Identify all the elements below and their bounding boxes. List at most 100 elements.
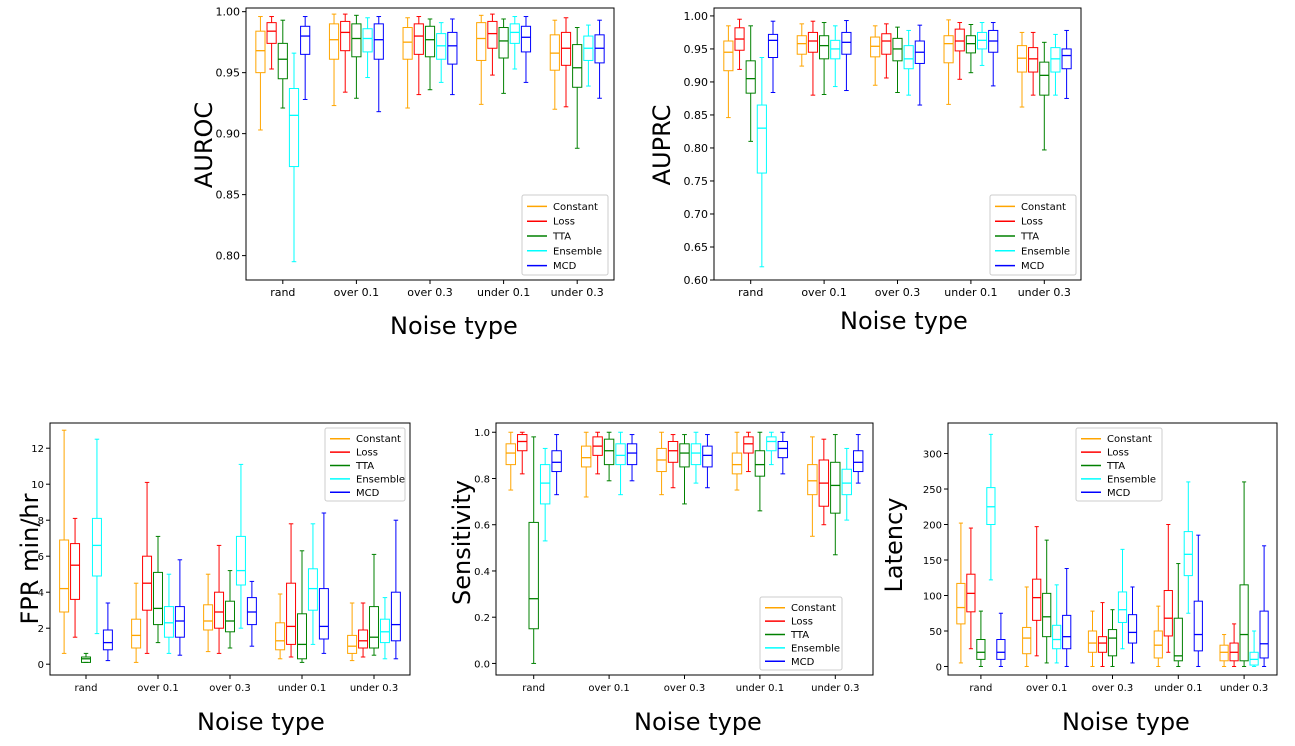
fpr-box-tta-rand (81, 652, 91, 663)
fpr-iqr-box (358, 629, 369, 649)
auprc-box-tta-under-0-3 (1039, 41, 1050, 151)
auprc-chart: 0.60 0.65 0.70 0.75 0.80 0.85 0.90 0.95 1.00 rand… (684, 7, 1082, 299)
sensitivity-box-mcd-under-0-3 (853, 434, 864, 484)
auroc-legend-label-tta: TTA (552, 232, 571, 243)
fpr-box-constant-over-0-1 (131, 582, 142, 663)
auroc-box-tta-under-0-1 (498, 18, 509, 94)
auroc-box-mcd-over-0-3 (447, 18, 458, 96)
latency-x-tick-label-rand: rand (969, 683, 992, 694)
auroc-box-ensemble-over-0-3 (436, 22, 447, 83)
auroc-legend-label-ensemble: Ensemble (553, 246, 602, 257)
latency-box-mcd-over-0-1 (1062, 568, 1072, 667)
sensitivity-iqr-box (626, 443, 638, 466)
latency-iqr-box (1163, 590, 1173, 637)
sensitivity-box-constant-over-0-3 (656, 431, 667, 496)
fpr-x-tick-label-rand: rand (75, 683, 98, 694)
auprc-box-constant-rand (723, 25, 734, 119)
sensitivity-iqr-box (807, 464, 818, 496)
auprc-box-loss-rand (734, 18, 745, 70)
latency-box-constant-over-0-3 (1087, 610, 1098, 667)
sensitivity-box-tta-rand (528, 436, 539, 664)
fpr-iqr-box (297, 613, 307, 660)
auprc-panel: 0.60 0.65 0.70 0.75 0.80 0.85 0.90 0.95 1.00 rand… (0, 0, 1100, 345)
sensitivity-iqr-box (853, 450, 864, 473)
fpr-iqr-box (102, 629, 113, 651)
auroc-x-tick-label-rand: rand (270, 286, 295, 299)
sensitivity-iqr-box (830, 461, 841, 514)
fpr-box-loss-over-0-3 (214, 544, 225, 654)
auprc-iqr-box (830, 39, 841, 60)
latency-iqr-box (956, 582, 966, 625)
fpr-y-tick-label-8: 8 (38, 516, 44, 527)
auroc-x-axis-label: Noise type (390, 312, 518, 340)
auprc-y-tick-label-0-65: 0.65 (684, 241, 709, 254)
fpr-chart: 0 2 4 6 8 10 12 rand over 0.1 over 0.3 under 0.1 un… (31, 422, 411, 694)
latency-iqr-box (1183, 531, 1193, 577)
sensitivity-legend-frame (759, 596, 843, 671)
auprc-legend: Constant Loss TTA Ensemble MCD (989, 194, 1077, 276)
fpr-iqr-box (369, 606, 379, 649)
fpr-legend: Constant Loss TTA Ensemble MCD (324, 427, 406, 502)
latency-box-ensemble-under-0-3 (1249, 630, 1259, 667)
auprc-box-loss-over-0-3 (881, 23, 892, 79)
sensitivity-y-tick-label-0-8: 0.8 (474, 474, 490, 485)
auroc-box-mcd-under-0-1 (520, 16, 532, 83)
fpr-box-loss-under-0-1 (286, 523, 297, 658)
auroc-iqr-box (362, 28, 373, 53)
sensitivity-box-tta-over-0-3 (679, 434, 690, 505)
auprc-iqr-box (965, 35, 976, 54)
auprc-x-tick-label-under-0-3: under 0.3 (1018, 286, 1071, 299)
sensitivity-iqr-box (754, 450, 766, 477)
auprc-box-mcd-under-0-1 (988, 22, 999, 87)
auroc-legend-label-mcd: MCD (553, 261, 577, 272)
auprc-box-constant-under-0-1 (943, 19, 954, 105)
auprc-box-mcd-over-0-1 (841, 20, 852, 92)
latency-y-tick-label-0: 0 (936, 662, 942, 673)
auprc-iqr-box (819, 35, 830, 60)
latency-iqr-box (1052, 624, 1062, 650)
latency-box-constant-over-0-1 (1022, 586, 1032, 667)
latency-y-axis-label: Latency (880, 497, 908, 593)
auroc-x-tick-label-under-0-1: under 0.1 (477, 286, 530, 299)
sensitivity-box-mcd-over-0-1 (626, 434, 638, 482)
latency-iqr-box (986, 487, 996, 526)
latency-x-tick-label-over-0-3: over 0.3 (1092, 683, 1133, 694)
latency-legend: Constant Loss TTA Ensemble MCD (1075, 427, 1163, 502)
fpr-iqr-box (81, 656, 91, 663)
auroc-iqr-box (402, 27, 413, 60)
fpr-x-axis-label: Noise type (197, 708, 325, 736)
sensitivity-box-loss-under-0-1 (743, 431, 754, 473)
sensitivity-iqr-box (777, 440, 789, 459)
auroc-box-tta-over-0-3 (424, 18, 436, 91)
auroc-y-tick-label-0-85: 0.85 (216, 189, 241, 202)
fpr-iqr-box (214, 591, 225, 629)
sensitivity-box-loss-over-0-1 (592, 431, 603, 475)
fpr-y-tick-label-12: 12 (31, 444, 44, 455)
fpr-legend-label-tta: TTA (355, 461, 374, 472)
sensitivity-box-loss-rand (517, 431, 528, 475)
latency-legend-frame (1075, 427, 1163, 502)
auroc-box-loss-over-0-3 (413, 16, 424, 96)
auprc-iqr-box (943, 35, 954, 64)
auroc-box-mcd-rand (300, 16, 311, 100)
auroc-box-loss-under-0-1 (487, 13, 498, 76)
sensitivity-box-ensemble-over-0-1 (615, 431, 626, 496)
auprc-x-tick-label-rand: rand (738, 286, 763, 299)
auroc-box-ensemble-rand (288, 52, 300, 263)
auprc-box-mcd-over-0-3 (914, 24, 925, 106)
sensitivity-x-tick-label-over-0-1: over 0.1 (588, 683, 629, 694)
latency-box-tta-under-0-3 (1239, 481, 1249, 667)
latency-y-tick-label-250: 250 (923, 485, 942, 496)
sensitivity-box-ensemble-over-0-3 (690, 431, 702, 484)
sensitivity-box-constant-under-0-1 (731, 431, 743, 491)
latency-iqr-box (1259, 610, 1269, 659)
auprc-iqr-box (796, 35, 807, 55)
fpr-box-mcd-over-0-3 (246, 580, 257, 647)
auroc-iqr-box (351, 23, 362, 58)
auprc-iqr-box (1061, 48, 1072, 70)
sensitivity-legend-label-loss: Loss (791, 617, 813, 628)
fpr-box-constant-under-0-3 (347, 602, 358, 662)
sensitivity-y-tick-label-1-0: 1.0 (474, 428, 490, 439)
sensitivity-chart: 0.0 0.2 0.4 0.6 0.8 1.0 rand over 0.1 over 0.3 un… (474, 422, 874, 694)
